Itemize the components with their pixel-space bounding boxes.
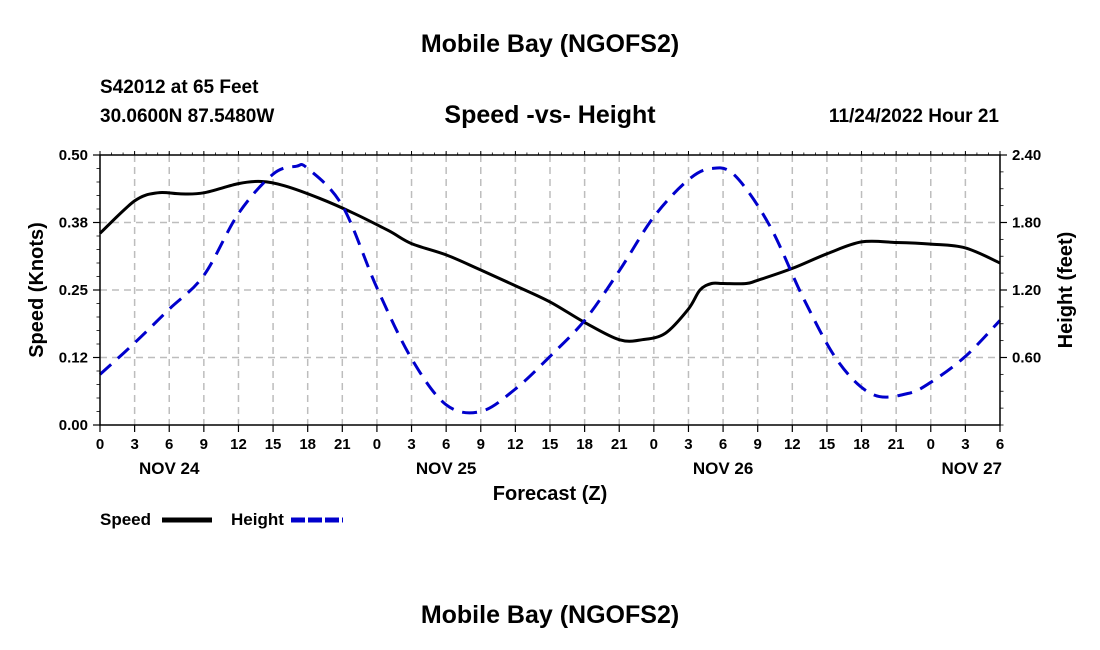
date-label: NOV 24: [139, 459, 200, 478]
y-tick-label: 0.00: [59, 417, 88, 434]
x-tick-label: 3: [961, 436, 969, 453]
x-tick-label: 18: [576, 436, 593, 453]
x-tick-label: 0: [650, 436, 658, 453]
x-tick-label: 21: [611, 436, 628, 453]
y-axis-label: Speed (Knots): [26, 222, 48, 358]
y-tick-label: 0.50: [59, 147, 88, 164]
y2-tick-label: 1.20: [1012, 282, 1041, 299]
x-tick-label: 9: [200, 436, 208, 453]
x-tick-label: 21: [888, 436, 905, 453]
y2-axis-label: Height (feet): [1055, 232, 1077, 349]
chart-title: Mobile Bay (NGOFS2): [420, 30, 680, 58]
x-tick-label: 0: [373, 436, 381, 453]
y-tick-label: 0.12: [59, 350, 88, 367]
legend-label-height: Height: [231, 510, 284, 529]
date-label: NOV 25: [416, 459, 476, 478]
x-tick-label: 15: [542, 436, 559, 453]
x-tick-label: 12: [507, 436, 524, 453]
date-label: NOV 26: [693, 459, 753, 478]
timestamp-label: 11/24/2022 Hour 21: [828, 106, 999, 127]
grid-lines: [100, 154, 1000, 425]
x-tick-label: 3: [684, 436, 692, 453]
date-label: NOV 27: [942, 459, 1002, 478]
x-tick-label: 12: [230, 436, 247, 453]
station-label: S42012 at 65 Feet: [100, 77, 259, 98]
x-tick-label: 6: [165, 436, 173, 453]
x-tick-label: 0: [927, 436, 935, 453]
legend-label-speed: Speed: [100, 510, 151, 529]
y2-tick-label: 2.40: [1012, 147, 1041, 164]
x-tick-label: 9: [754, 436, 762, 453]
series-line-height: [98, 163, 1002, 415]
x-tick-label: 6: [442, 436, 450, 453]
y-tick-label: 0.25: [59, 282, 88, 299]
x-tick-label: 21: [334, 436, 351, 453]
x-tick-label: 6: [719, 436, 727, 453]
x-tick-label: 3: [130, 436, 138, 453]
x-tick-label: 6: [996, 436, 1004, 453]
x-tick-label: 0: [96, 436, 104, 453]
y-tick-label: 0.38: [59, 215, 88, 232]
x-tick-label: 12: [784, 436, 801, 453]
x-tick-label: 3: [407, 436, 415, 453]
chart-subtitle: Speed -vs- Height: [444, 101, 656, 129]
x-tick-label: 15: [819, 436, 836, 453]
x-axis-label: Forecast (Z): [493, 483, 607, 505]
coordinates-label: 30.0600N 87.5480W: [100, 106, 275, 127]
y2-tick-label: 0.60: [1012, 350, 1041, 367]
x-tick-label: 9: [477, 436, 485, 453]
x-tick-label: 15: [265, 436, 282, 453]
x-tick-label: 18: [853, 436, 870, 453]
y2-tick-label: 1.80: [1012, 215, 1041, 232]
x-tick-label: 18: [299, 436, 316, 453]
footer-title: Mobile Bay (NGOFS2): [420, 601, 680, 629]
legend: Speed Height: [100, 510, 343, 529]
axes: 0 3 6 9 12 15 18 21 0 3 6 9 12 15 18 21 0 3 6 9 12 15 18 21 0 3 6 N…: [59, 147, 1041, 478]
series-lines: [98, 163, 1002, 415]
